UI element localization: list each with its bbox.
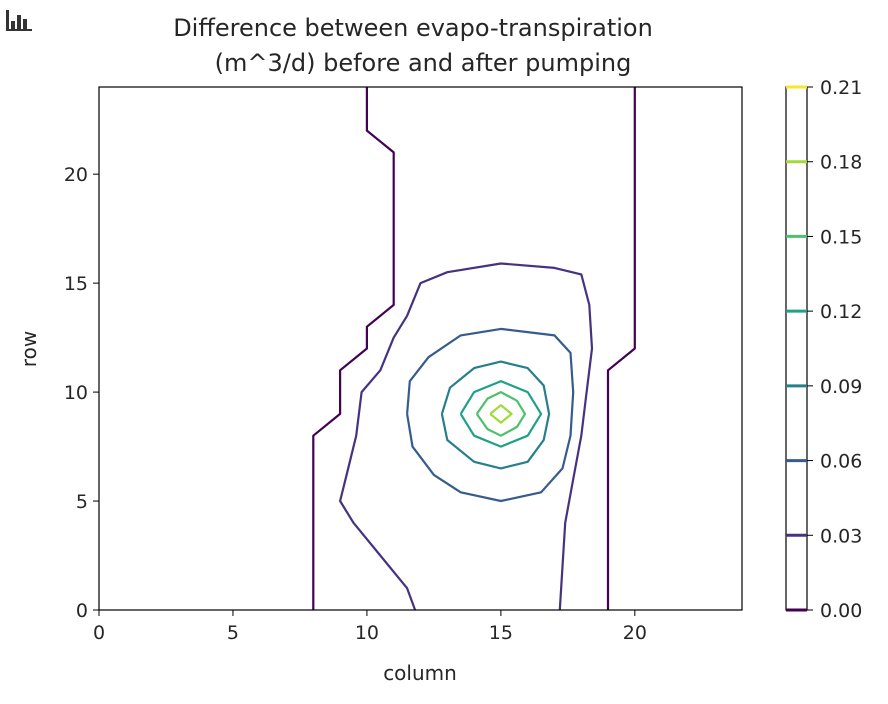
y-tick-label: 20 [64,164,88,186]
colorbar-tick-label: 0.09 [820,376,862,398]
colorbar-tick-label: 0.18 [820,152,862,174]
contour-0.09-path-0 [440,360,551,470]
contour-0.15-path-0 [475,391,527,437]
colorbar-tick-label: 0.06 [820,451,862,473]
y-tick-label: 10 [64,382,88,404]
contour-0-path-0 [312,87,395,610]
x-tick-label: 5 [227,622,239,644]
colorbar-tick-label: 0.21 [820,77,862,99]
x-axis: 0 5 10 15 20 [93,610,647,644]
x-tick-label: 20 [623,622,647,644]
x-axis-label: column [383,661,457,685]
chart-toolbar-icon[interactable] [5,9,33,33]
contour-0-path-1 [606,87,636,610]
y-axis: 0 5 10 15 20 [64,164,99,622]
plot-frame [98,86,743,611]
colorbar-frame [785,86,808,611]
chart-title-line1: Difference between evapo-transpiration [173,14,653,42]
x-tick-label: 0 [93,622,105,644]
y-tick-label: 0 [76,600,88,622]
contour-0.06-path-0 [406,327,575,503]
contour-0.03-path-0 [339,262,594,611]
x-tick-label: 15 [489,622,513,644]
colorbar-tick-label: 0.03 [820,525,862,547]
y-axis-label: row [17,331,41,367]
colorbar-tick-label: 0.15 [820,226,862,248]
x-tick-label: 10 [355,622,379,644]
plot-area [312,87,636,611]
colorbar: 0.00 0.03 0.06 0.09 0.12 0.15 0.18 0.21 [785,77,862,622]
y-tick-label: 5 [76,491,88,513]
contour-0.12-path-0 [459,380,543,448]
contour-0.18-path-0 [489,404,513,424]
colorbar-tick-label: 0.00 [820,600,862,622]
chart-title-line2: (m^3/d) before and after pumping [215,49,632,77]
y-tick-label: 15 [64,273,88,295]
bar-chart-icon [6,10,32,31]
colorbar-tick-label: 0.12 [820,301,862,323]
